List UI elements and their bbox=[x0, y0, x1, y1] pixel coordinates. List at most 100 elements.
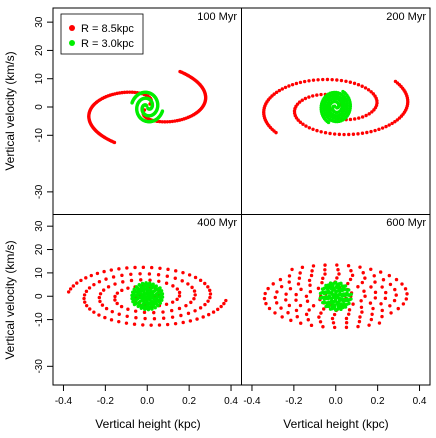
data-point-green bbox=[160, 295, 165, 299]
frame-layer bbox=[52, 7, 431, 386]
data-point-red bbox=[171, 284, 175, 288]
data-point-green bbox=[345, 302, 349, 306]
data-point-red bbox=[307, 278, 312, 283]
data-point-green bbox=[159, 289, 164, 293]
data-point-red bbox=[271, 282, 275, 286]
data-point-red bbox=[275, 290, 279, 294]
data-point-red bbox=[352, 81, 357, 86]
data-point-red bbox=[125, 314, 129, 318]
data-point-red bbox=[175, 287, 180, 291]
data-point-green bbox=[322, 297, 327, 301]
x-tick-label: -0.4 bbox=[243, 396, 261, 407]
data-point-red bbox=[311, 304, 316, 308]
data-point-red bbox=[188, 319, 193, 323]
data-point-red bbox=[180, 279, 184, 283]
x-tick-label: -0.4 bbox=[55, 396, 73, 407]
data-point-red bbox=[173, 276, 177, 280]
data-point-red bbox=[87, 286, 92, 290]
data-point-red bbox=[133, 309, 138, 313]
x-tick-label: 0.4 bbox=[224, 396, 238, 407]
data-point-red bbox=[101, 288, 106, 292]
points-layer bbox=[66, 69, 410, 330]
data-point-green bbox=[150, 286, 154, 290]
data-point-red bbox=[311, 127, 315, 131]
data-point-red bbox=[372, 274, 376, 278]
data-point-green bbox=[133, 288, 137, 293]
data-point-red bbox=[357, 319, 362, 324]
data-point-green bbox=[145, 290, 150, 294]
y-tick-label: 0 bbox=[34, 104, 45, 110]
data-point-red bbox=[298, 80, 303, 85]
data-point-green bbox=[160, 292, 165, 296]
data-point-red bbox=[309, 273, 314, 278]
data-point-green bbox=[158, 286, 162, 290]
y-tick-label: 10 bbox=[34, 73, 45, 85]
data-point-red bbox=[120, 90, 124, 95]
data-point-red bbox=[365, 130, 369, 135]
panel-title-400: 400 Myr bbox=[197, 217, 237, 229]
data-point-red bbox=[126, 286, 130, 290]
data-point-red bbox=[88, 307, 92, 311]
data-point-green bbox=[132, 299, 136, 303]
data-point-red bbox=[152, 316, 157, 321]
data-point-red bbox=[311, 94, 315, 98]
data-point-red bbox=[211, 310, 216, 314]
data-point-red bbox=[284, 298, 288, 302]
data-point-red bbox=[152, 310, 156, 315]
data-point-red bbox=[294, 81, 299, 86]
data-point-red bbox=[266, 286, 270, 291]
data-point-red bbox=[201, 315, 205, 319]
data-point-red bbox=[158, 119, 162, 124]
data-point-red bbox=[125, 90, 129, 94]
data-point-red bbox=[83, 300, 87, 304]
data-point-red bbox=[364, 113, 368, 118]
data-point-red bbox=[129, 272, 133, 276]
data-point-red bbox=[208, 288, 212, 293]
data-point-red bbox=[102, 269, 106, 274]
data-point-red bbox=[165, 274, 169, 278]
data-point-red bbox=[141, 265, 146, 270]
data-point-red bbox=[307, 79, 311, 83]
data-point-red bbox=[311, 78, 316, 82]
data-point-red bbox=[181, 270, 185, 275]
data-point-red bbox=[346, 281, 350, 286]
data-point-red bbox=[294, 298, 298, 302]
data-point-red bbox=[294, 308, 299, 313]
data-point-red bbox=[347, 312, 351, 316]
data-point-red bbox=[106, 285, 111, 289]
data-point-red bbox=[358, 265, 362, 269]
data-point-red bbox=[356, 132, 360, 136]
data-point-green bbox=[328, 281, 333, 285]
data-point-red bbox=[130, 90, 134, 94]
data-point-red bbox=[296, 282, 301, 286]
data-point-red bbox=[158, 266, 162, 270]
data-point-green bbox=[138, 287, 142, 291]
data-point-red bbox=[352, 117, 357, 121]
data-point-red bbox=[316, 286, 321, 291]
data-point-red bbox=[165, 322, 170, 327]
y-tick-label: 10 bbox=[34, 267, 45, 279]
data-point-red bbox=[296, 118, 300, 122]
data-point-red bbox=[360, 84, 364, 88]
data-point-red bbox=[328, 131, 332, 136]
data-point-green bbox=[153, 288, 157, 293]
x-axis-label-left: Vertical height (kpc) bbox=[95, 417, 200, 431]
data-point-red bbox=[141, 323, 145, 327]
data-point-red bbox=[380, 314, 384, 319]
data-point-red bbox=[98, 292, 103, 296]
data-point-red bbox=[117, 267, 121, 271]
labels-layer: 100 Myr 200 Myr 400 Myr 600 Myr Vertical… bbox=[3, 11, 426, 431]
data-point-green bbox=[348, 292, 352, 297]
data-point-red bbox=[298, 303, 303, 308]
data-point-red bbox=[111, 275, 116, 279]
data-point-red bbox=[186, 282, 190, 286]
data-point-red bbox=[344, 325, 349, 330]
data-point-red bbox=[356, 285, 360, 289]
data-point-green bbox=[155, 296, 159, 300]
data-point-red bbox=[115, 301, 119, 306]
data-point-red bbox=[392, 298, 397, 303]
data-point-red bbox=[366, 88, 371, 92]
y-tick-label: 20 bbox=[34, 244, 45, 256]
panel-title-600: 600 Myr bbox=[386, 217, 426, 229]
data-point-red bbox=[336, 267, 340, 272]
